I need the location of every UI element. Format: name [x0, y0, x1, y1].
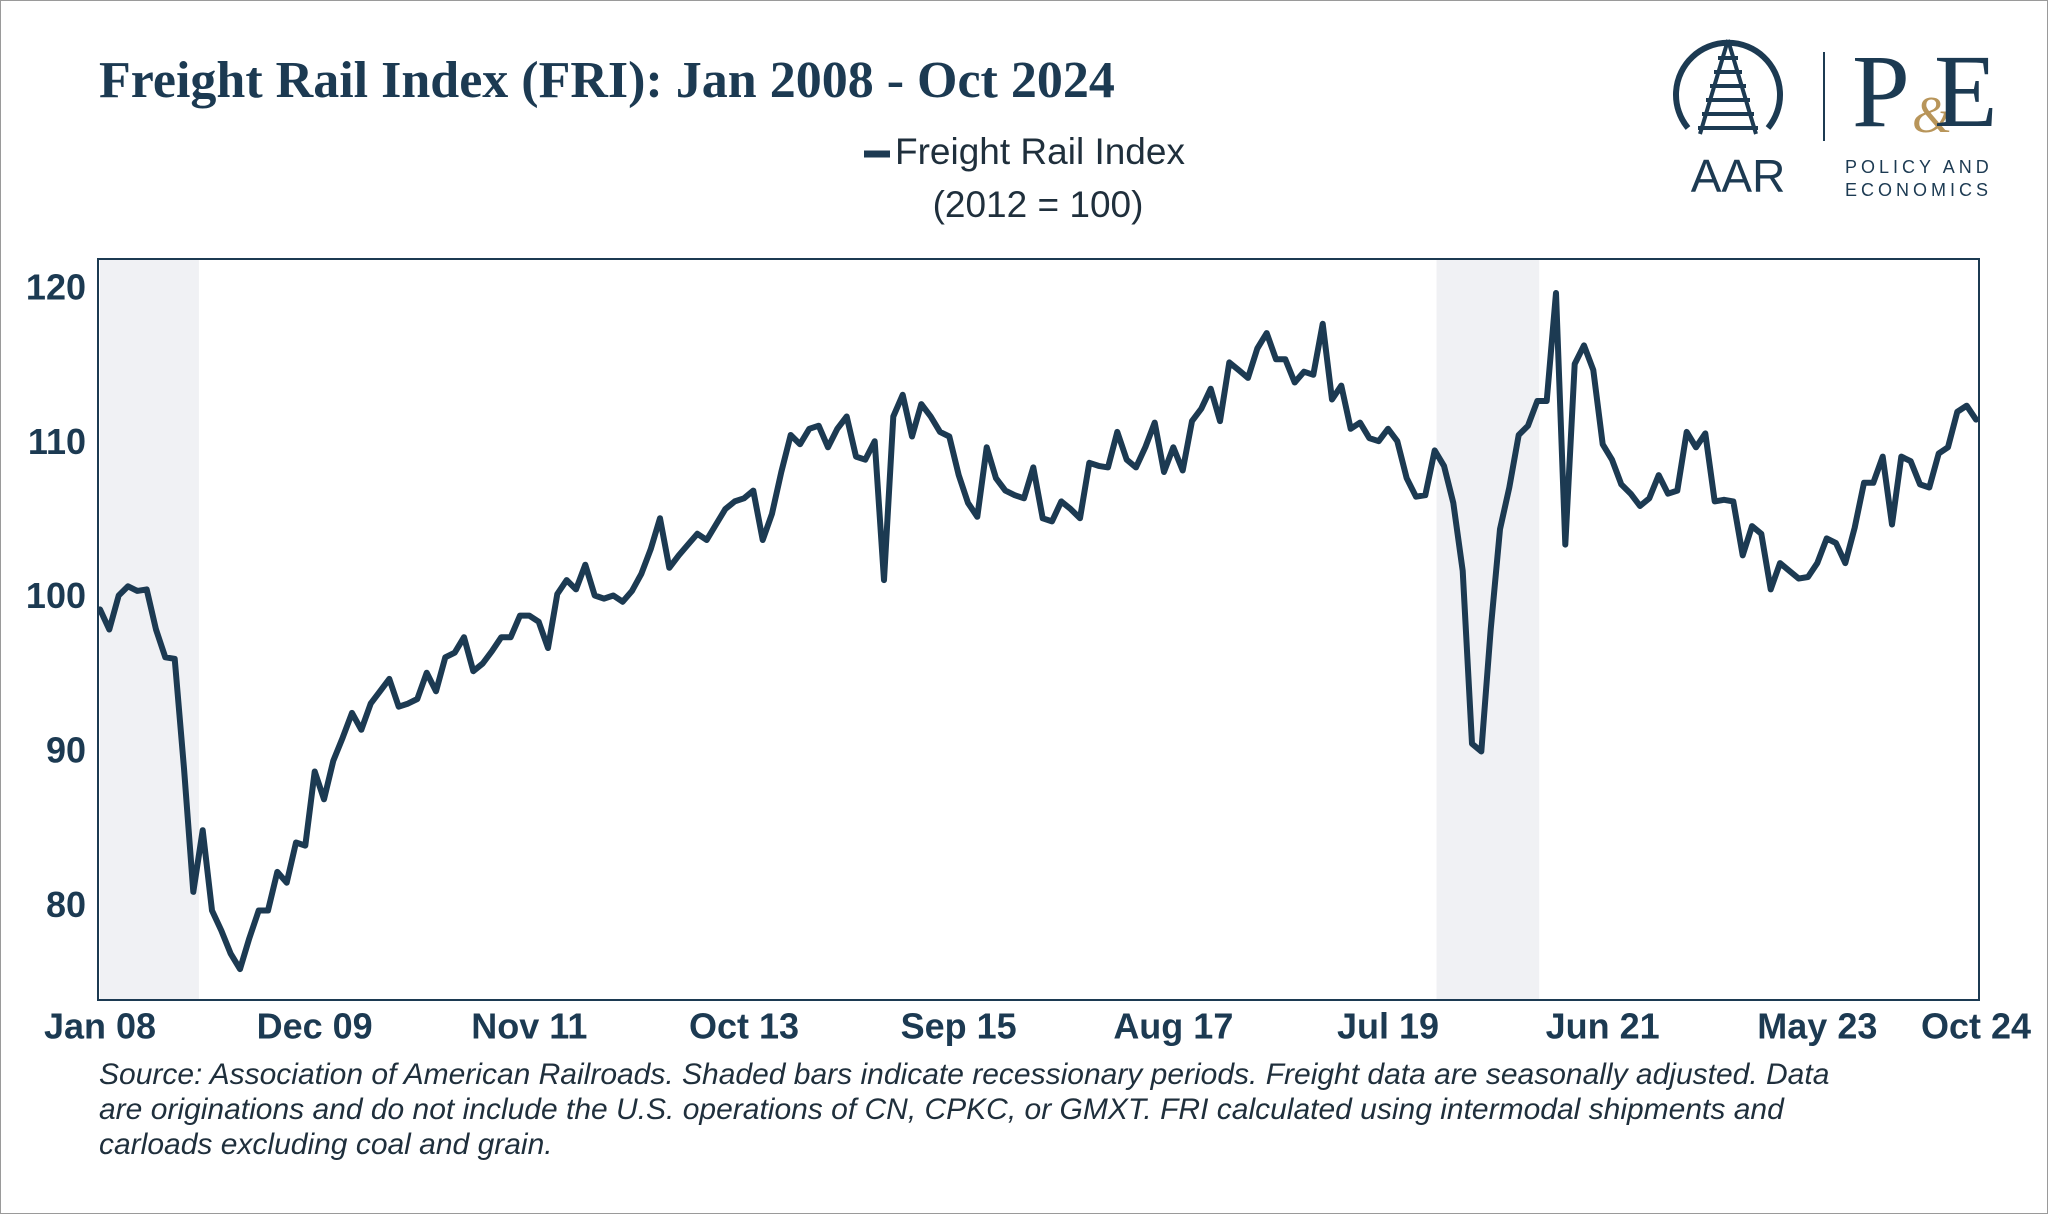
x-tick-label: Jun 21: [1546, 1006, 1660, 1047]
logo-tagline: ECONOMICS: [1845, 180, 1992, 200]
x-tick-label: Aug 17: [1113, 1006, 1233, 1047]
footnote: carloads excluding coal and grain.: [99, 1128, 553, 1161]
x-tick-label: Jul 19: [1337, 1006, 1439, 1047]
x-tick-label: Dec 09: [257, 1006, 373, 1047]
y-tick-label: 120: [26, 266, 86, 307]
logo-aar: AAR: [1691, 150, 1786, 202]
data-line: [97, 290, 1979, 973]
x-tick-label: May 23: [1757, 1006, 1877, 1047]
logo-amp: &: [1912, 87, 1953, 144]
y-tick-label: 80: [46, 884, 86, 925]
x-tick-label: Nov 11: [471, 1006, 587, 1047]
x-tick-label: Oct 24: [1921, 1006, 2031, 1047]
y-tick-label: 90: [46, 730, 86, 771]
y-tick-label: 100: [26, 575, 86, 616]
logo-p: P: [1852, 34, 1910, 149]
legend-label: Freight Rail Index: [895, 131, 1185, 172]
logo-track: [1698, 39, 1758, 135]
y-tick-label: 110: [28, 421, 86, 462]
x-tick-label: Oct 13: [689, 1006, 799, 1047]
logo-e: E: [1934, 34, 1998, 149]
footnote: Source: Association of American Railroad…: [99, 1058, 1829, 1091]
x-tick-label: Sep 15: [901, 1006, 1017, 1047]
logo-tagline: POLICY AND: [1845, 157, 1993, 177]
footnote: are originations and do not include the …: [99, 1093, 1785, 1126]
recession-band: [100, 259, 199, 1000]
x-tick-label: Jan 08: [44, 1006, 156, 1047]
chart-subtitle: (2012 = 100): [933, 184, 1144, 225]
logo: AAR P & E POLICY AND ECONOMICS: [1673, 34, 1998, 202]
plot-border: [97, 258, 1980, 1001]
chart-title: Freight Rail Index (FRI): Jan 2008 - Oct…: [99, 52, 1115, 109]
